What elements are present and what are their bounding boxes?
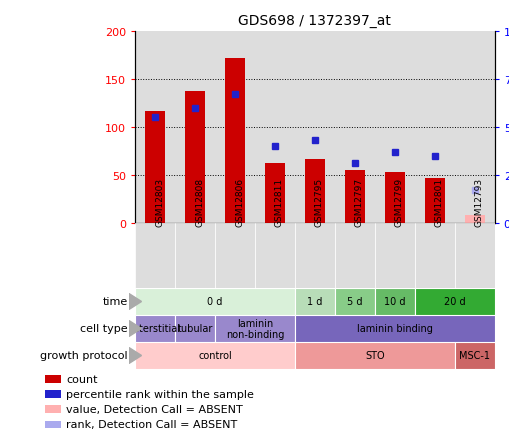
Text: tubular: tubular: [177, 324, 212, 334]
Bar: [334, 288, 374, 315]
Text: growth protocol: growth protocol: [40, 351, 127, 361]
Bar: [414, 288, 494, 315]
Bar: [454, 342, 494, 369]
Bar: [374, 224, 414, 288]
Text: 0 d: 0 d: [207, 297, 222, 307]
Polygon shape: [128, 348, 142, 364]
Bar: [45, 421, 62, 428]
Bar: [45, 375, 62, 383]
Text: 1 d: 1 d: [306, 297, 322, 307]
Bar: [424, 178, 444, 224]
Text: GSM12808: GSM12808: [195, 178, 204, 227]
Bar: [374, 32, 414, 224]
Bar: [384, 173, 404, 224]
Bar: [464, 216, 484, 224]
Text: GSM12806: GSM12806: [235, 178, 243, 227]
Polygon shape: [128, 321, 142, 337]
Bar: [304, 159, 324, 224]
Text: 5 d: 5 d: [347, 297, 362, 307]
Text: laminin binding: laminin binding: [356, 324, 432, 334]
Text: 10 d: 10 d: [383, 297, 405, 307]
Text: laminin
non-binding: laminin non-binding: [225, 318, 284, 339]
Bar: [175, 315, 215, 342]
Bar: [454, 32, 494, 224]
Bar: [215, 224, 254, 288]
Text: MSC-1: MSC-1: [458, 351, 489, 361]
Bar: [175, 224, 215, 288]
Text: GSM12803: GSM12803: [155, 178, 164, 227]
Text: count: count: [66, 374, 97, 384]
Bar: [224, 59, 244, 224]
Bar: [334, 224, 374, 288]
Text: value, Detection Call = ABSENT: value, Detection Call = ABSENT: [66, 404, 242, 414]
Bar: [175, 32, 215, 224]
Text: GSM12801: GSM12801: [434, 178, 443, 227]
Bar: [135, 224, 175, 288]
Text: 20 d: 20 d: [443, 297, 465, 307]
Text: time: time: [102, 297, 127, 307]
Bar: [374, 288, 414, 315]
Text: GSM12797: GSM12797: [354, 178, 363, 227]
Text: control: control: [198, 351, 232, 361]
Text: cell type: cell type: [80, 324, 127, 334]
Text: interstitial: interstitial: [130, 324, 180, 334]
Bar: [135, 315, 175, 342]
Bar: [294, 288, 334, 315]
Bar: [215, 315, 294, 342]
Text: GSM12795: GSM12795: [315, 178, 323, 227]
Bar: [414, 224, 454, 288]
Bar: [454, 224, 494, 288]
Bar: [145, 112, 165, 224]
Bar: [265, 164, 285, 224]
Bar: [414, 32, 454, 224]
Title: GDS698 / 1372397_at: GDS698 / 1372397_at: [238, 14, 390, 28]
Text: GSM12799: GSM12799: [394, 178, 403, 227]
Bar: [135, 288, 294, 315]
Text: GSM12811: GSM12811: [274, 178, 284, 227]
Bar: [185, 91, 205, 224]
Bar: [215, 32, 254, 224]
Bar: [344, 171, 364, 224]
Bar: [334, 32, 374, 224]
Bar: [254, 224, 294, 288]
Text: rank, Detection Call = ABSENT: rank, Detection Call = ABSENT: [66, 419, 237, 429]
Bar: [294, 342, 454, 369]
Bar: [45, 390, 62, 398]
Bar: [294, 224, 334, 288]
Bar: [45, 405, 62, 413]
Bar: [135, 32, 175, 224]
Bar: [254, 32, 294, 224]
Text: STO: STO: [364, 351, 384, 361]
Bar: [294, 32, 334, 224]
Polygon shape: [128, 294, 142, 310]
Bar: [294, 315, 494, 342]
Text: percentile rank within the sample: percentile rank within the sample: [66, 389, 253, 399]
Text: GSM12793: GSM12793: [474, 178, 483, 227]
Bar: [135, 342, 294, 369]
